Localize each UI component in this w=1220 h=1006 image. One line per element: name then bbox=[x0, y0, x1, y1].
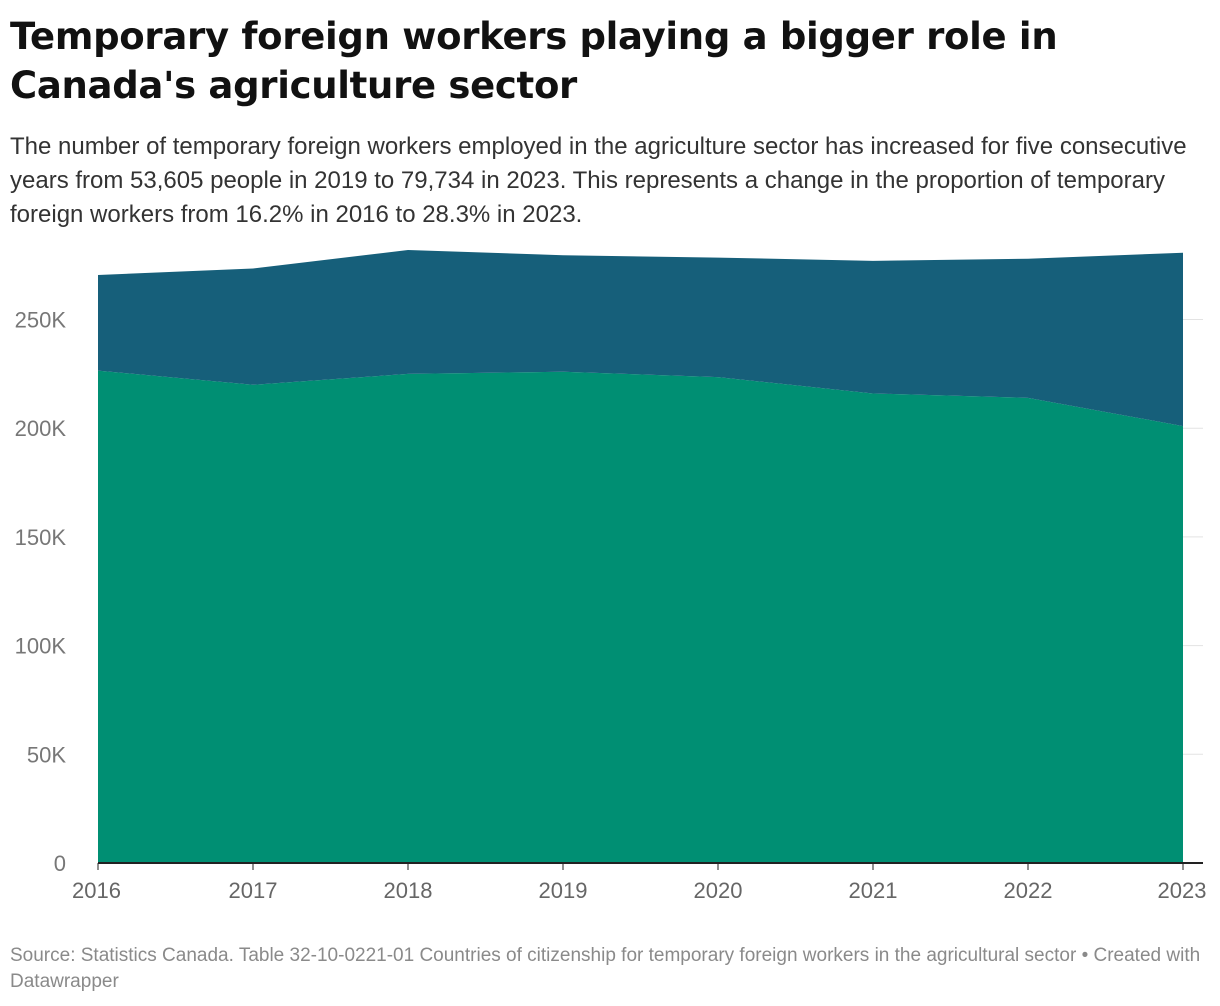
y-tick-label: 0 bbox=[54, 851, 66, 876]
x-tick-label: 2018 bbox=[384, 878, 433, 903]
y-tick-label: 200K bbox=[15, 416, 67, 441]
y-tick-label: 100K bbox=[15, 634, 67, 659]
area-chart-svg: 0 50K 100K 150K 200K 250K 2016 2017 2018 2019 2020… bbox=[15, 250, 1207, 903]
y-tick-label: 50K bbox=[27, 742, 66, 767]
x-tick-label: 2023 bbox=[1158, 878, 1207, 903]
x-tick-label: 2017 bbox=[229, 878, 278, 903]
x-tick-label: 2022 bbox=[1004, 878, 1053, 903]
x-tick-label: 2020 bbox=[694, 878, 743, 903]
chart-subtitle: The number of temporary foreign workers … bbox=[10, 133, 1187, 228]
x-tick-label: 2019 bbox=[539, 878, 588, 903]
y-tick-label: 150K bbox=[15, 525, 67, 550]
area-series-1 bbox=[98, 370, 1183, 863]
y-tick-label: 250K bbox=[15, 308, 67, 333]
x-tick-label: 2016 bbox=[72, 878, 121, 903]
x-tick-label: 2021 bbox=[849, 878, 898, 903]
area-series-2 bbox=[98, 250, 1183, 427]
source-note: Source: Statistics Canada. Table 32-10-0… bbox=[10, 945, 1201, 992]
area-chart: 0 50K 100K 150K 200K 250K 2016 2017 2018 2019 2020… bbox=[0, 250, 1220, 920]
chart-title: Temporary foreign workers playing a bigg… bbox=[10, 15, 1058, 107]
